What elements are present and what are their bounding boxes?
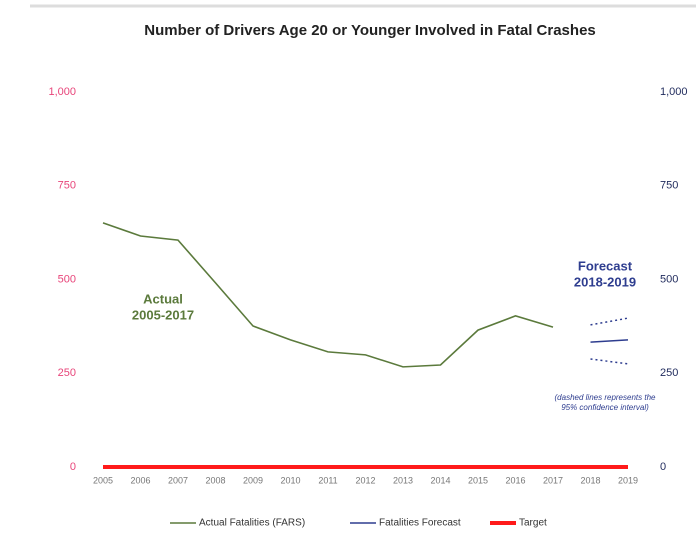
ci-upper bbox=[590, 317, 629, 326]
annotation-actual: Actual bbox=[143, 291, 183, 306]
annotation-forecast: 2018-2019 bbox=[574, 274, 636, 289]
y-tick-label: 750 bbox=[58, 180, 76, 192]
y2-tick-label: 250 bbox=[660, 367, 678, 379]
y2-tick-label: 1,000 bbox=[660, 86, 688, 98]
y2-tick-label: 500 bbox=[660, 273, 678, 285]
y-tick-label: 250 bbox=[58, 367, 76, 379]
x-tick-label: 2017 bbox=[543, 475, 563, 485]
y-tick-label: 500 bbox=[58, 273, 76, 285]
x-tick-label: 2006 bbox=[130, 475, 150, 485]
series-line bbox=[102, 222, 554, 368]
x-tick-label: 2018 bbox=[580, 475, 600, 485]
annotation-actual: 2005-2017 bbox=[132, 307, 194, 322]
x-tick-label: 2016 bbox=[505, 475, 525, 485]
x-tick-label: 2008 bbox=[205, 475, 225, 485]
annotation-note: 95% confidence interval) bbox=[561, 403, 649, 412]
x-tick-label: 2010 bbox=[280, 475, 300, 485]
x-tick-label: 2007 bbox=[168, 475, 188, 485]
y-tick-label: 0 bbox=[70, 461, 76, 473]
y-tick-label: 1,000 bbox=[48, 86, 76, 98]
x-tick-label: 2015 bbox=[468, 475, 488, 485]
x-tick-label: 2013 bbox=[393, 475, 413, 485]
y2-tick-label: 0 bbox=[660, 461, 666, 473]
series-line bbox=[590, 339, 629, 343]
legend-label: Fatalities Forecast bbox=[379, 518, 461, 529]
annotation-forecast: Forecast bbox=[578, 258, 633, 273]
legend-label: Target bbox=[519, 518, 547, 529]
legend-label: Actual Fatalities (FARS) bbox=[199, 518, 305, 529]
y2-tick-label: 750 bbox=[660, 180, 678, 192]
ci-lower bbox=[590, 358, 629, 365]
x-tick-label: 2005 bbox=[93, 475, 113, 485]
x-tick-label: 2014 bbox=[430, 475, 450, 485]
x-tick-label: 2011 bbox=[318, 475, 337, 485]
chart-title: Number of Drivers Age 20 or Younger Invo… bbox=[144, 22, 596, 39]
annotation-note: (dashed lines represents the bbox=[555, 393, 657, 402]
x-tick-label: 2019 bbox=[618, 475, 638, 485]
x-tick-label: 2012 bbox=[355, 475, 375, 485]
x-tick-label: 2009 bbox=[243, 475, 263, 485]
